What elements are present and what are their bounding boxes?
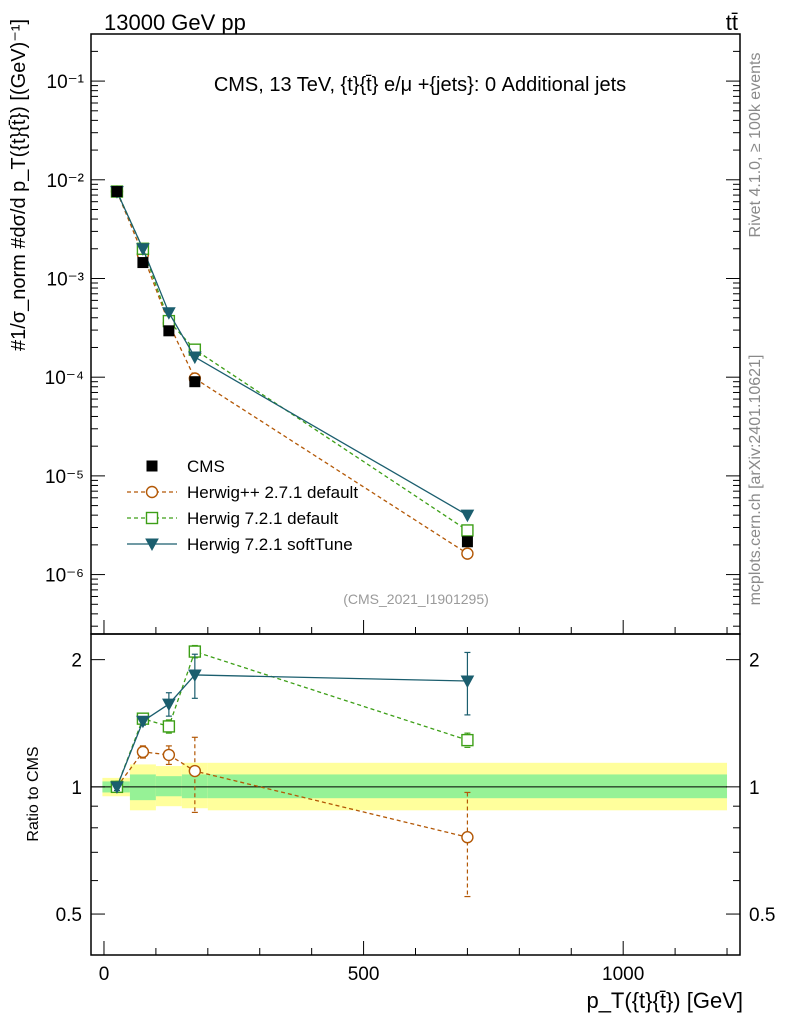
- y-axis-title: #1/σ_norm #dσ/d p_T({t}{t̄}) [(GeV)⁻¹]: [8, 19, 30, 351]
- band-inner: [207, 774, 728, 799]
- y-tick-label: 10⁻³: [47, 269, 85, 290]
- ratio-point-herwig-7-2-1-softtune: [460, 675, 475, 689]
- legend-marker: [145, 538, 159, 552]
- y-tick-label: 10⁻⁶: [45, 566, 84, 587]
- cms-data-point: [189, 376, 201, 388]
- legend-marker: [146, 460, 158, 472]
- y-tick-label: 10⁻⁵: [45, 467, 84, 488]
- series-line-herwig-7-2-1-default: [116, 191, 468, 531]
- cms-data-point: [111, 186, 123, 198]
- ratio-point-herwig-7-2-1-default: [461, 733, 474, 747]
- ratio-point-herwig-2-7-1-default: [461, 831, 474, 844]
- ratio-y-axis-title: Ratio to CMS: [25, 746, 42, 841]
- legend-marker: [145, 485, 159, 499]
- analysis-id: (CMS_2021_I1901295): [343, 591, 489, 607]
- ratio-point-herwig-7-2-1-softtune: [187, 669, 202, 682]
- x-tick-label: 0: [99, 964, 110, 985]
- ratio-point-herwig-7-2-1-softtune: [110, 781, 124, 794]
- series-point-herwig-7-2-1-default: [461, 524, 474, 537]
- ratio-tick-label-left: 2: [71, 651, 82, 672]
- x-tick-label: 1000: [602, 964, 644, 985]
- cms-data-point: [163, 325, 175, 337]
- process-label: tt̄: [726, 10, 738, 35]
- ratio-point-herwig-7-2-1-softtune: [136, 715, 150, 729]
- x-tick-label: 500: [348, 964, 380, 985]
- ratio-line-herwig-2-7-1-default: [116, 751, 468, 838]
- ratio-tick-label-left: 1: [71, 778, 82, 799]
- band-inner: [155, 776, 182, 797]
- y-tick-label: 10⁻²: [47, 171, 85, 192]
- series-point-herwig-7-2-1-softtune: [162, 307, 176, 320]
- ratio-point-herwig-7-2-1-softtune: [162, 698, 176, 712]
- y-tick-label: 10⁻¹: [47, 72, 85, 93]
- series-point-herwig-7-2-1-softtune: [460, 509, 475, 523]
- series-point-herwig-7-2-1-softtune: [187, 351, 202, 365]
- chart-title: CMS, 13 TeV, {t}{t̄} e/μ +{jets}: 0 Addi…: [214, 74, 626, 96]
- ratio-point-herwig-7-2-1-default: [162, 720, 176, 733]
- legend-marker: [145, 511, 159, 525]
- y-tick-label: 10⁻⁴: [45, 368, 84, 389]
- main-panel: CMS, 13 TeV, {t}{t̄} e/μ +{jets}: 0 Addi…: [8, 19, 741, 635]
- series-point-herwig-2-7-1-default: [461, 547, 474, 560]
- series-line-herwig-7-2-1-softtune: [116, 191, 468, 516]
- x-axis-title: p_T({t}{t̄}) [GeV]: [586, 988, 743, 1013]
- series-point-herwig-7-2-1-softtune: [136, 243, 150, 256]
- legend-label: CMS: [187, 457, 225, 476]
- energy-label: 13000 GeV pp: [104, 10, 246, 35]
- legend-label: Herwig 7.2.1 default: [187, 509, 338, 528]
- legend: CMS Herwig++ 2.7.1 default Herwig 7.2.1 de…: [127, 457, 358, 554]
- ratio-tick-label-right: 1: [749, 778, 760, 799]
- mcplots-label: mcplots.cern.ch [arXiv:2401.10621]: [747, 355, 764, 606]
- ratio-point-herwig-2-7-1-default: [162, 748, 176, 762]
- ratio-tick-label-left: 0.5: [56, 905, 82, 926]
- ratio-tick-label-right: 0.5: [749, 905, 775, 926]
- cms-data-point: [137, 257, 149, 269]
- rivet-version-label: Rivet 4.1.0, ≥ 100k events: [747, 53, 764, 238]
- legend-label: Herwig++ 2.7.1 default: [187, 483, 358, 502]
- ratio-point-herwig-2-7-1-default: [136, 745, 150, 759]
- legend-label: Herwig 7.2.1 softTune: [187, 535, 353, 554]
- ratio-point-herwig-2-7-1-default: [188, 764, 202, 778]
- ratio-panel: Ratio to CMS 0.5 0.5 1 1 2 2 0 500 1000 p_T({t}…: [25, 620, 775, 1013]
- ratio-tick-label-right: 2: [749, 651, 760, 672]
- cms-data-point: [461, 536, 473, 548]
